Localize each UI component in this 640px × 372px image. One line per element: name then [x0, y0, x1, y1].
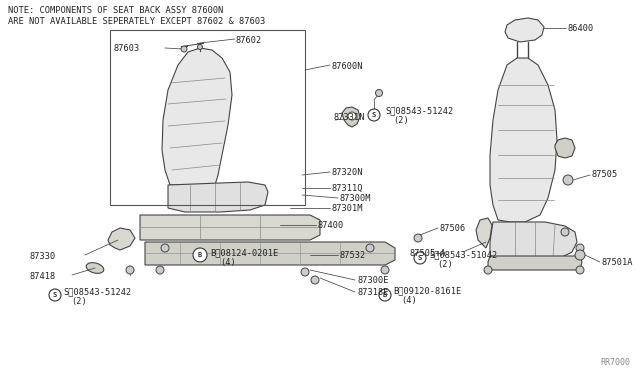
Text: (2): (2)	[393, 116, 409, 125]
Circle shape	[368, 109, 380, 121]
Text: (2): (2)	[71, 297, 87, 306]
Text: 87501A: 87501A	[602, 258, 634, 267]
Circle shape	[563, 175, 573, 185]
Text: 87600N: 87600N	[331, 62, 362, 71]
Text: 87505+A: 87505+A	[410, 249, 447, 258]
Circle shape	[348, 112, 356, 120]
Polygon shape	[505, 18, 544, 42]
Text: 87602: 87602	[236, 36, 262, 45]
Circle shape	[301, 268, 309, 276]
Circle shape	[161, 244, 169, 252]
Text: B: B	[383, 292, 387, 298]
Circle shape	[575, 250, 585, 260]
Text: NOTE: COMPONENTS OF SEAT BACK ASSY 87600N: NOTE: COMPONENTS OF SEAT BACK ASSY 87600…	[8, 6, 223, 15]
Text: B: B	[198, 252, 202, 258]
Text: B​09120-8161E: B​09120-8161E	[393, 286, 461, 295]
Text: 87505: 87505	[592, 170, 618, 179]
Circle shape	[49, 289, 61, 301]
Text: 87301M: 87301M	[331, 204, 362, 213]
Text: 87318E: 87318E	[357, 288, 388, 297]
Text: S​08543-51242: S​08543-51242	[385, 106, 453, 115]
Circle shape	[561, 228, 569, 236]
Text: 87311Q: 87311Q	[331, 184, 362, 193]
Circle shape	[198, 45, 202, 49]
Text: 87300M: 87300M	[340, 194, 371, 203]
Text: (4): (4)	[220, 258, 236, 267]
Polygon shape	[168, 182, 268, 212]
Text: ARE NOT AVAILABLE SEPERATELY EXCEPT 87602 & 87603: ARE NOT AVAILABLE SEPERATELY EXCEPT 8760…	[8, 17, 265, 26]
Circle shape	[414, 252, 426, 264]
Polygon shape	[488, 256, 582, 270]
Polygon shape	[490, 222, 577, 262]
Polygon shape	[476, 218, 492, 248]
Circle shape	[379, 289, 391, 301]
Circle shape	[181, 46, 187, 52]
Text: S: S	[372, 112, 376, 118]
Polygon shape	[342, 107, 360, 127]
Text: (4): (4)	[401, 296, 417, 305]
Bar	[110, 30, 305, 205]
Text: 87603: 87603	[113, 44, 140, 53]
Text: 87532: 87532	[339, 251, 365, 260]
Circle shape	[484, 266, 492, 274]
Ellipse shape	[86, 263, 104, 273]
Circle shape	[193, 248, 207, 262]
Text: 87330: 87330	[30, 252, 56, 261]
Text: 86400: 86400	[567, 24, 593, 33]
Text: S​08543-51242: S​08543-51242	[63, 287, 131, 296]
Circle shape	[156, 266, 164, 274]
Polygon shape	[140, 215, 320, 240]
Text: 87506: 87506	[440, 224, 467, 233]
Circle shape	[126, 266, 134, 274]
Text: S: S	[53, 292, 57, 298]
Circle shape	[366, 244, 374, 252]
Polygon shape	[162, 48, 232, 185]
Text: S: S	[418, 255, 422, 261]
Text: 87320N: 87320N	[331, 168, 362, 177]
Text: 87300E: 87300E	[357, 276, 388, 285]
Text: 87418: 87418	[30, 272, 56, 281]
Polygon shape	[145, 242, 395, 265]
Circle shape	[414, 234, 422, 242]
Circle shape	[311, 276, 319, 284]
Text: RR7000: RR7000	[600, 358, 630, 367]
Polygon shape	[108, 228, 135, 250]
Text: S​08543-51042: S​08543-51042	[429, 250, 497, 259]
Text: 87400: 87400	[317, 221, 343, 230]
Circle shape	[576, 266, 584, 274]
Text: B​08124-0201E: B​08124-0201E	[210, 248, 278, 257]
Text: (2): (2)	[437, 260, 452, 269]
Circle shape	[376, 90, 383, 96]
Text: 87331N: 87331N	[333, 113, 365, 122]
Polygon shape	[490, 58, 557, 222]
Polygon shape	[555, 138, 575, 158]
Circle shape	[576, 244, 584, 252]
Circle shape	[381, 266, 389, 274]
